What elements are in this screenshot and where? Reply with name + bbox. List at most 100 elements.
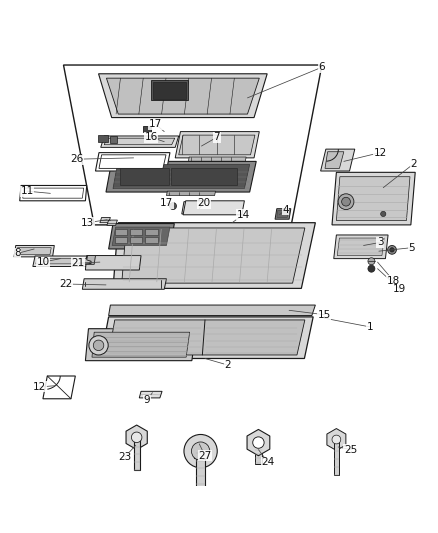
Polygon shape — [95, 152, 170, 171]
Polygon shape — [33, 256, 94, 266]
Bar — [153, 82, 186, 99]
Polygon shape — [337, 238, 384, 255]
Bar — [134, 437, 140, 470]
Bar — [110, 136, 117, 142]
Polygon shape — [64, 65, 322, 225]
Polygon shape — [327, 429, 346, 450]
Circle shape — [131, 432, 142, 442]
Polygon shape — [113, 223, 315, 288]
Circle shape — [342, 197, 350, 206]
Bar — [115, 237, 127, 243]
Polygon shape — [17, 248, 51, 255]
Text: 2: 2 — [410, 159, 417, 168]
Circle shape — [170, 203, 177, 209]
Polygon shape — [325, 152, 344, 168]
Polygon shape — [275, 209, 291, 219]
Polygon shape — [109, 305, 315, 316]
Text: 18: 18 — [387, 276, 400, 286]
Polygon shape — [85, 329, 196, 361]
Bar — [115, 229, 127, 236]
Text: 26: 26 — [70, 154, 83, 164]
Polygon shape — [101, 317, 313, 359]
Polygon shape — [82, 279, 166, 289]
Circle shape — [368, 258, 375, 265]
Text: 24: 24 — [261, 457, 275, 467]
Text: 22: 22 — [59, 279, 72, 289]
Circle shape — [89, 336, 108, 355]
Polygon shape — [336, 177, 410, 221]
Polygon shape — [334, 235, 388, 259]
Bar — [334, 440, 339, 474]
Polygon shape — [188, 157, 246, 161]
Polygon shape — [36, 259, 91, 264]
Bar — [255, 442, 262, 464]
Text: 13: 13 — [81, 217, 94, 228]
Polygon shape — [122, 228, 305, 283]
Circle shape — [388, 246, 396, 254]
Text: 15: 15 — [318, 310, 331, 320]
Polygon shape — [109, 223, 174, 249]
Bar — [145, 229, 158, 236]
Bar — [120, 168, 169, 185]
Polygon shape — [85, 255, 95, 264]
Text: 23: 23 — [118, 452, 131, 462]
Polygon shape — [99, 155, 166, 168]
Polygon shape — [182, 201, 241, 214]
Bar — [145, 237, 158, 243]
Polygon shape — [99, 74, 267, 118]
Polygon shape — [14, 246, 54, 257]
Circle shape — [332, 435, 341, 444]
Text: 12: 12 — [374, 148, 387, 158]
Text: 3: 3 — [377, 237, 384, 247]
Polygon shape — [332, 172, 415, 225]
Polygon shape — [321, 149, 355, 171]
Text: 12: 12 — [33, 382, 46, 392]
Text: 11: 11 — [21, 186, 34, 196]
Circle shape — [368, 265, 375, 272]
Polygon shape — [179, 135, 255, 155]
Bar — [194, 451, 207, 458]
Circle shape — [338, 194, 354, 209]
Polygon shape — [20, 185, 87, 201]
Text: 1: 1 — [367, 322, 374, 332]
Polygon shape — [109, 320, 305, 355]
Polygon shape — [43, 376, 75, 399]
Circle shape — [93, 340, 104, 351]
Polygon shape — [92, 332, 190, 357]
Bar — [98, 135, 108, 142]
Polygon shape — [126, 425, 147, 449]
Text: 17: 17 — [149, 119, 162, 129]
Text: 17: 17 — [160, 198, 173, 208]
Text: 14: 14 — [237, 210, 250, 220]
Bar — [130, 229, 142, 236]
Text: 6: 6 — [318, 62, 325, 72]
Polygon shape — [107, 220, 117, 225]
Polygon shape — [100, 217, 110, 223]
Polygon shape — [166, 191, 215, 196]
Circle shape — [184, 434, 217, 468]
Polygon shape — [113, 165, 250, 189]
Bar — [143, 126, 151, 133]
Polygon shape — [23, 188, 84, 198]
Text: 7: 7 — [213, 132, 220, 142]
Bar — [151, 80, 188, 100]
Polygon shape — [106, 161, 256, 192]
Text: 20: 20 — [197, 198, 210, 208]
Text: 19: 19 — [393, 284, 406, 294]
Text: 10: 10 — [36, 257, 49, 267]
Polygon shape — [175, 132, 259, 158]
Text: 4: 4 — [282, 205, 289, 215]
Text: 2: 2 — [224, 360, 231, 370]
Polygon shape — [247, 430, 270, 456]
Bar — [171, 168, 237, 185]
Polygon shape — [139, 391, 162, 398]
Text: 16: 16 — [145, 132, 158, 142]
Polygon shape — [112, 227, 170, 246]
Polygon shape — [106, 78, 259, 114]
Circle shape — [191, 442, 210, 461]
Text: 21: 21 — [71, 258, 85, 268]
Text: 9: 9 — [144, 395, 151, 405]
Bar — [130, 237, 142, 243]
Text: 8: 8 — [14, 248, 21, 259]
Text: 27: 27 — [198, 451, 212, 461]
